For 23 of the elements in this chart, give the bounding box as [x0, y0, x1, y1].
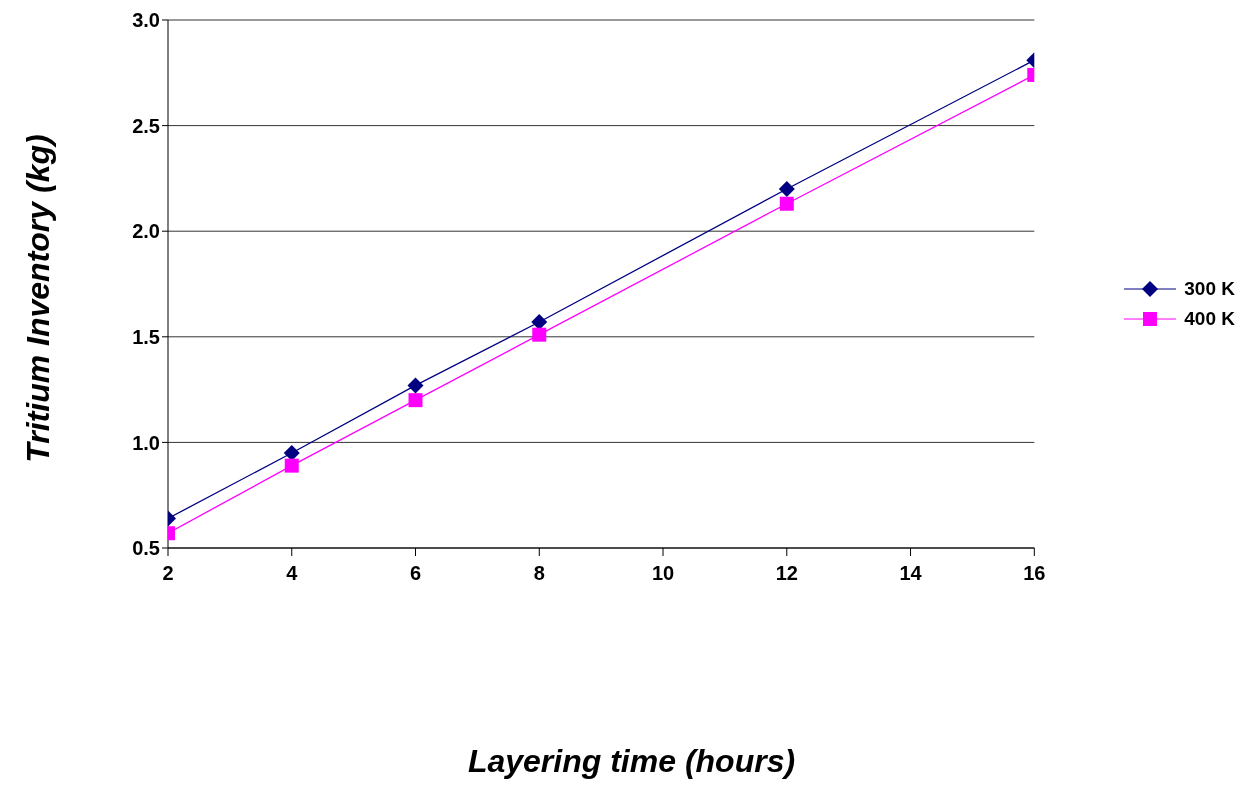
x-tick-label: 14: [899, 562, 923, 585]
x-tick-label: 12: [775, 562, 798, 585]
y-tick-label: 2.0: [132, 220, 160, 243]
point: [408, 393, 423, 408]
y-axis-title: Tritium Inventory (kg): [19, 133, 57, 463]
y-tick-label: 3.0: [132, 9, 160, 32]
x-axis-title: Layering time (hours): [466, 743, 797, 780]
y-tick-label: 1.5: [132, 325, 160, 348]
x-tick-label: 8: [533, 562, 545, 585]
x-tick-label: 4: [286, 562, 299, 585]
x-tick-label: 10: [651, 562, 675, 585]
legend-label: 300 K: [1184, 278, 1235, 300]
x-tick-label: 16: [1023, 562, 1046, 585]
x-tick-label: 6: [409, 562, 422, 585]
y-tick-label: 0.5: [132, 537, 160, 560]
point: [407, 377, 424, 394]
point: [779, 196, 794, 211]
x-tick-label: 2: [162, 562, 174, 585]
point: [532, 327, 547, 342]
legend-label: 400 K: [1184, 308, 1235, 330]
point: [778, 180, 795, 197]
y-tick-label: 2.5: [132, 114, 160, 137]
y-tick-label: 1.0: [132, 431, 160, 454]
